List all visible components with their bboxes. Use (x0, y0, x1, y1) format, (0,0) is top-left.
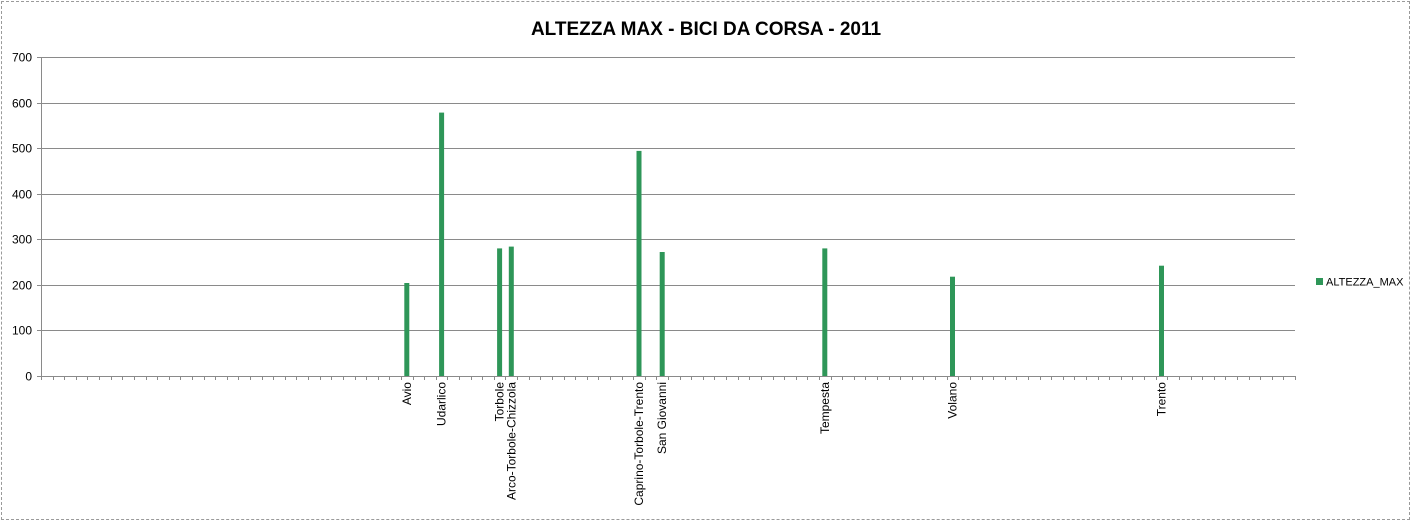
chart-title: ALTEZZA MAX - BICI DA CORSA - 2011 (531, 19, 882, 40)
x-category-label: Torbole (493, 382, 507, 422)
bar (404, 283, 410, 376)
x-category-label: Udarlico (435, 382, 449, 426)
x-category-label: Avio (400, 382, 414, 405)
gridlines (41, 57, 1295, 331)
legend-swatch (1316, 278, 1323, 285)
y-tick-label: 300 (12, 233, 32, 247)
bars (404, 112, 1164, 376)
x-category-label: Trento (1155, 382, 1169, 417)
y-tick-label: 400 (12, 188, 32, 202)
x-category-label: Tempesta (818, 382, 832, 434)
x-category-label: San Giovanni (655, 382, 669, 454)
y-tick-label: 700 (12, 51, 32, 65)
y-tick-label: 600 (12, 97, 32, 111)
axes (37, 57, 1296, 380)
x-category-label: Arco-Torbole-Chizzola (504, 382, 518, 500)
bar (439, 112, 445, 376)
x-category-label: Caprino-Torbole-Trento (632, 382, 646, 506)
x-category-label: Volano (946, 382, 960, 419)
bar (1159, 265, 1164, 376)
y-tick-label: 100 (12, 324, 32, 338)
bar (950, 276, 955, 376)
legend-label: ALTEZZA_MAX (1326, 277, 1404, 289)
bar (508, 246, 514, 376)
legend: ALTEZZA_MAX (1316, 277, 1404, 289)
x-category-labels: Avio Udarlico TorboleArco-Torbole-Chizzola… (400, 382, 1169, 506)
y-tick-labels: 0 100 200 300 400 500 600 700 (12, 51, 32, 384)
bar (636, 150, 642, 376)
bar (822, 248, 828, 376)
y-tick-label: 200 (12, 279, 32, 293)
y-tick-label: 0 (25, 370, 32, 384)
bar (659, 252, 665, 376)
y-tick-label: 500 (12, 142, 32, 156)
bar (497, 248, 503, 376)
